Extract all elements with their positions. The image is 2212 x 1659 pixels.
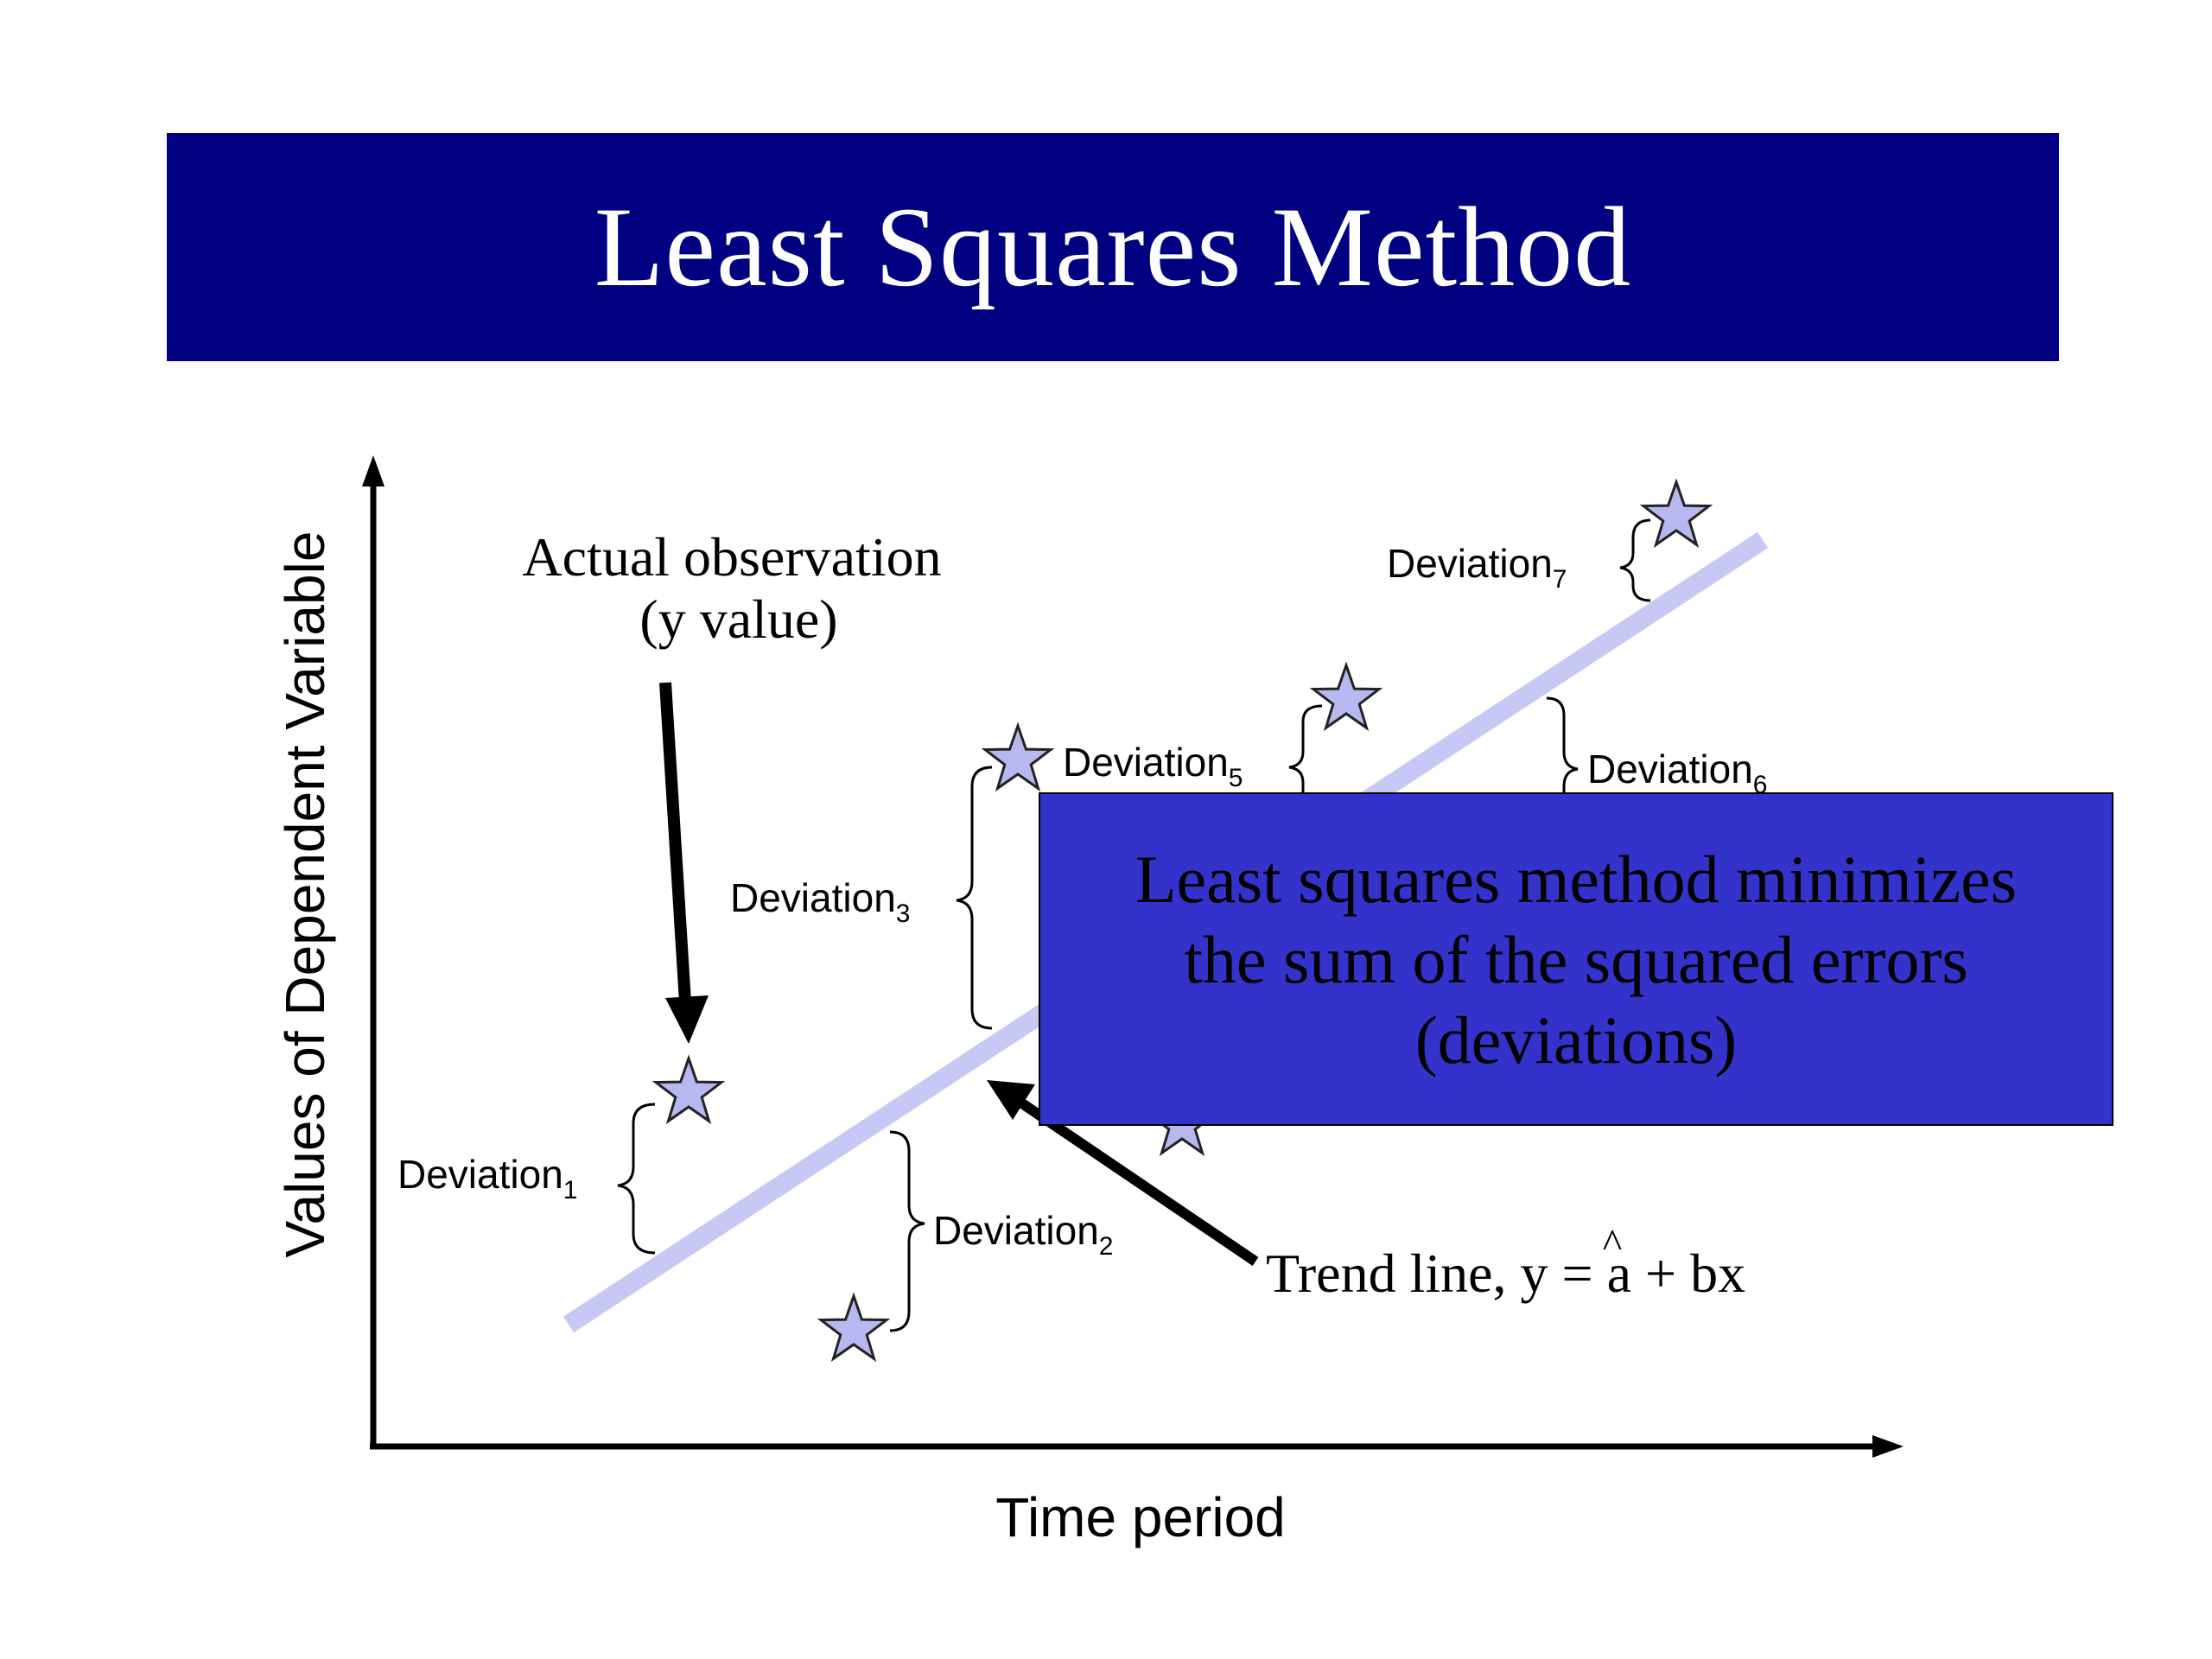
observation-label-line2: (y value): [639, 588, 837, 650]
callout-line-3: (deviations): [1414, 1001, 1738, 1077]
deviation-label-5: Deviation5: [1063, 740, 1243, 792]
trend-line-arrowhead: [987, 1080, 1035, 1120]
brace-deviation-2: [889, 1130, 925, 1332]
brace-deviation-1: [617, 1103, 656, 1255]
deviation-label-7: Deviation7: [1387, 541, 1567, 594]
observation-label-line1: Actual observation: [522, 526, 941, 588]
observation-star-7: [1642, 480, 1711, 546]
y-axis-arrowhead: [362, 455, 385, 486]
x-axis-label: Time period: [995, 1486, 1286, 1548]
observation-arrowhead: [665, 995, 709, 1044]
trend-line-label: Trend line, y = a + bx: [1266, 1243, 1745, 1304]
x-axis-arrowhead: [1872, 1435, 1904, 1458]
slide-title: Least Squares Method: [594, 183, 1632, 310]
observation-star-3: [983, 724, 1052, 790]
brace-deviation-7: [1619, 518, 1651, 602]
observation-star-5: [1312, 664, 1381, 729]
callout-line-1: Least squares method minimizes: [1135, 841, 2018, 917]
observation-star-2: [819, 1294, 888, 1360]
deviation-label-3: Deviation3: [730, 875, 910, 928]
title-banner: Least Squares Method: [167, 133, 2059, 361]
brace-deviation-3: [956, 766, 993, 1030]
observation-star-1: [654, 1057, 723, 1122]
deviation-label-1: Deviation1: [397, 1152, 577, 1205]
observation-arrow: [659, 682, 691, 1003]
trend-line-hat: ^: [1603, 1221, 1623, 1267]
callout-line-2: the sum of the squared errors: [1184, 921, 1968, 997]
brace-deviation-5: [1288, 704, 1323, 812]
trend-line-arrow: [1016, 1097, 1259, 1266]
callout-box: Least squares method minimizes the sum o…: [1039, 792, 2113, 1126]
brace-deviation-6: [1546, 696, 1579, 804]
deviation-label-2: Deviation2: [933, 1208, 1113, 1261]
y-axis-label: Values of Dependent Variable: [274, 531, 336, 1258]
deviation-label-6: Deviation6: [1587, 747, 1767, 799]
